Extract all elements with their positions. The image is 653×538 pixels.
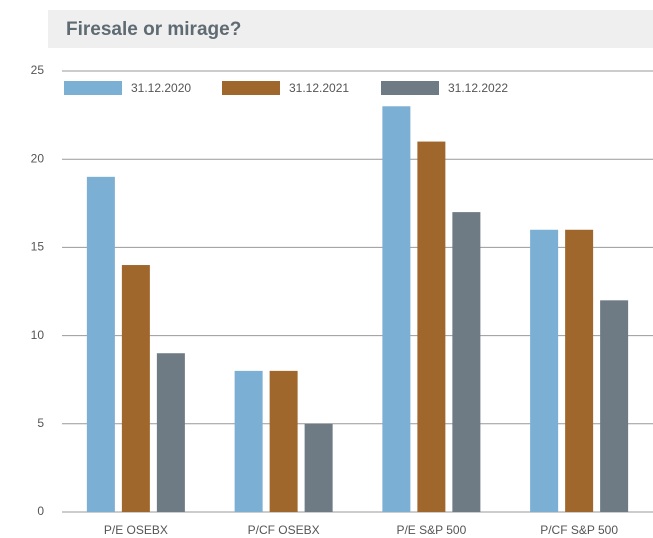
bar [382, 106, 411, 512]
chart-title: Firesale or mirage? [66, 19, 241, 40]
x-tick-label: P/E OSEBX [104, 523, 168, 537]
legend-label: 31.12.2022 [448, 81, 508, 95]
bar [452, 212, 481, 512]
y-tick-label: 5 [37, 416, 44, 430]
y-tick-label: 15 [31, 240, 45, 254]
legend-label: 31.12.2020 [131, 81, 191, 95]
y-tick-label: 20 [31, 151, 45, 165]
bar [530, 229, 559, 512]
bar [121, 265, 150, 512]
bar [269, 370, 298, 512]
legend-swatch [222, 81, 280, 95]
legend-label: 31.12.2021 [289, 81, 349, 95]
title-banner [48, 10, 653, 48]
y-tick-label: 10 [31, 328, 45, 342]
bar [86, 176, 115, 512]
y-tick-label: 0 [37, 504, 44, 518]
bar [565, 229, 594, 512]
x-tick-label: P/CF S&P 500 [540, 523, 618, 537]
bar [234, 370, 263, 512]
bar [600, 300, 629, 512]
x-tick-label: P/E S&P 500 [396, 523, 466, 537]
x-tick-label: P/CF OSEBX [248, 523, 320, 537]
legend-swatch [381, 81, 439, 95]
bar [304, 423, 333, 512]
bar [417, 141, 446, 512]
legend-swatch [64, 81, 122, 95]
bar [156, 353, 185, 512]
y-tick-label: 25 [31, 63, 45, 77]
